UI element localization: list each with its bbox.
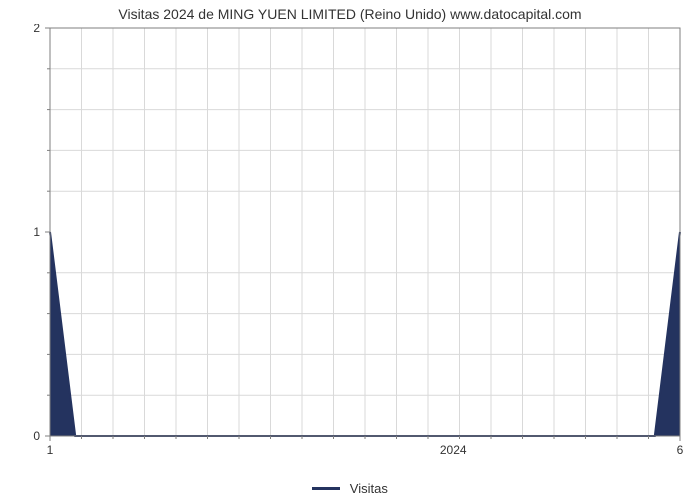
- legend-swatch: [312, 487, 340, 490]
- svg-text:2024: 2024: [440, 443, 467, 457]
- svg-text:6: 6: [677, 443, 684, 457]
- legend-label: Visitas: [350, 481, 388, 496]
- chart-title: Visitas 2024 de MING YUEN LIMITED (Reino…: [0, 6, 700, 22]
- svg-text:0: 0: [33, 429, 40, 443]
- chart-legend: Visitas: [0, 480, 700, 496]
- chart-container: Visitas 2024 de MING YUEN LIMITED (Reino…: [0, 0, 700, 500]
- svg-text:1: 1: [47, 443, 54, 457]
- svg-text:2: 2: [33, 24, 40, 35]
- chart-plot: 012162024: [0, 24, 700, 474]
- svg-text:1: 1: [33, 225, 40, 239]
